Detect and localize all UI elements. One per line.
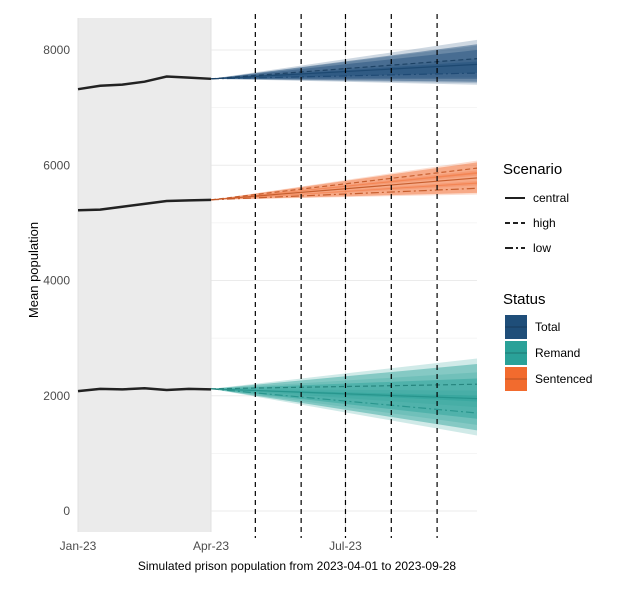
legend-label-total: Total bbox=[535, 320, 560, 334]
legend-swatch-total bbox=[505, 315, 527, 339]
band-outer-total-high bbox=[211, 39, 477, 79]
x-tick-label: Jul-23 bbox=[329, 539, 362, 553]
band-inner-remand-central bbox=[211, 378, 477, 419]
x-tick-label: Jan-23 bbox=[60, 539, 97, 553]
line-total-central bbox=[210, 63, 478, 80]
legend-swatch-sentenced bbox=[505, 367, 527, 391]
band-inner-sentenced-high bbox=[211, 162, 477, 200]
legend-swatch-remand bbox=[505, 341, 527, 365]
band-outer-remand-low bbox=[211, 388, 477, 436]
y-tick-label: 2000 bbox=[43, 389, 70, 403]
history-line-sentenced bbox=[77, 198, 212, 212]
band-outer-remand-central bbox=[211, 372, 477, 425]
history-shade bbox=[78, 18, 211, 532]
legend-label-low: low bbox=[533, 241, 551, 255]
band-outer-remand-high bbox=[211, 358, 477, 408]
history-line-remand bbox=[77, 387, 212, 393]
legend-label-sentenced: Sentenced bbox=[535, 372, 592, 386]
x-axis-label: Simulated prison population from 2023-04… bbox=[138, 559, 457, 573]
band-inner-remand-low bbox=[211, 388, 477, 431]
band-outer-sentenced-high bbox=[211, 160, 477, 200]
legend-label-high: high bbox=[533, 216, 556, 230]
y-tick-label: 8000 bbox=[43, 43, 70, 57]
legend-scenario-title: Scenario bbox=[503, 161, 562, 178]
history-line-total bbox=[77, 75, 212, 91]
band-outer-sentenced-low bbox=[211, 180, 477, 200]
y-axis-label: Mean population bbox=[26, 222, 41, 318]
band-inner-total-central bbox=[211, 50, 477, 79]
line-total-high bbox=[210, 58, 478, 80]
y-tick-label: 4000 bbox=[43, 274, 70, 288]
legend-status-title: Status bbox=[503, 291, 546, 308]
band-inner-remand-high bbox=[211, 364, 477, 402]
y-tick-label: 0 bbox=[63, 504, 70, 518]
legend-label-remand: Remand bbox=[535, 346, 580, 360]
x-tick-label: Apr-23 bbox=[193, 539, 229, 553]
line-remand-high bbox=[210, 383, 478, 390]
legend-label-central: central bbox=[533, 191, 569, 205]
y-tick-label: 6000 bbox=[43, 158, 70, 172]
line-remand-central bbox=[210, 388, 478, 400]
band-inner-sentenced-low bbox=[211, 182, 477, 200]
band-inner-sentenced-central bbox=[211, 172, 477, 200]
band-inner-total-high bbox=[211, 44, 477, 79]
